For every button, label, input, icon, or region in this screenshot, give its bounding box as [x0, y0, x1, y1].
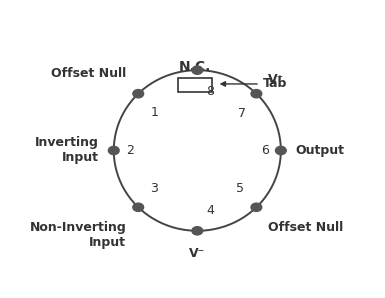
- Text: N.C.: N.C.: [179, 60, 211, 74]
- Circle shape: [251, 90, 262, 98]
- Text: Non-Inverting
Input: Non-Inverting Input: [30, 221, 126, 249]
- Circle shape: [251, 203, 262, 211]
- Text: Tab: Tab: [263, 77, 287, 91]
- Text: 3: 3: [150, 182, 158, 195]
- Text: 6: 6: [261, 144, 269, 157]
- Text: Offset Null: Offset Null: [51, 67, 126, 80]
- Circle shape: [133, 203, 144, 211]
- Text: 7: 7: [238, 108, 246, 120]
- Text: 5: 5: [236, 182, 244, 195]
- Text: 2: 2: [126, 144, 134, 157]
- Text: V⁺: V⁺: [268, 73, 285, 86]
- Circle shape: [109, 146, 119, 155]
- Text: 8: 8: [206, 85, 214, 98]
- Text: V⁻: V⁻: [189, 247, 206, 260]
- Circle shape: [192, 227, 203, 235]
- Bar: [178, 78, 212, 92]
- Text: 1: 1: [150, 106, 158, 119]
- Text: Output: Output: [296, 144, 345, 157]
- Text: 4: 4: [206, 204, 214, 217]
- Circle shape: [133, 90, 144, 98]
- Text: Inverting
Input: Inverting Input: [35, 136, 99, 164]
- Circle shape: [192, 66, 203, 74]
- Circle shape: [276, 146, 286, 155]
- Text: Offset Null: Offset Null: [268, 221, 343, 234]
